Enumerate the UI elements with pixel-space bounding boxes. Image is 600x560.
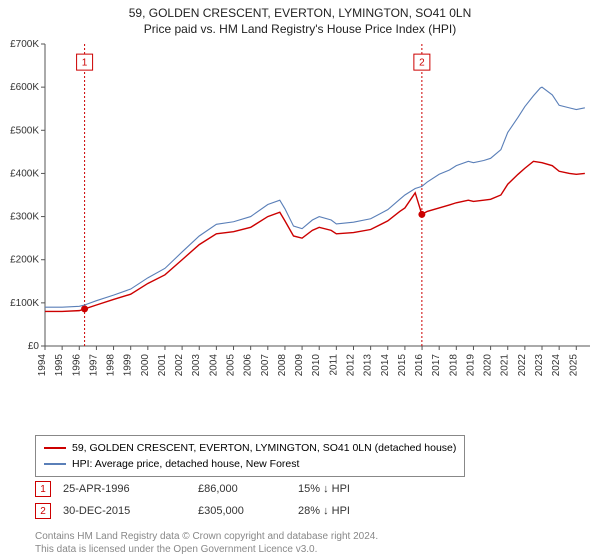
transaction-date: 25-APR-1996 (63, 483, 198, 495)
svg-text:2018: 2018 (448, 354, 459, 377)
svg-text:1995: 1995 (54, 354, 65, 377)
svg-text:2000: 2000 (140, 354, 151, 377)
svg-text:2013: 2013 (363, 354, 374, 377)
transaction-dot (418, 211, 425, 218)
svg-text:2020: 2020 (483, 354, 494, 377)
line-chart-svg: £0 £100K £200K £300K £400K £500K £600K £700K 199… (0, 36, 600, 401)
transaction-row: 2 30-DEC-2015£305,00028% ↓ HPI (35, 500, 418, 522)
svg-text:2008: 2008 (277, 354, 288, 377)
legend-box: 59, GOLDEN CRESCENT, EVERTON, LYMINGTON,… (35, 435, 465, 477)
svg-text:2006: 2006 (243, 354, 254, 377)
legend-row: HPI: Average price, detached house, New … (44, 456, 456, 472)
svg-text:£400K: £400K (10, 168, 39, 179)
transaction-price: £86,000 (198, 483, 298, 495)
transaction-delta: 28% ↓ HPI (298, 505, 418, 517)
svg-text:2016: 2016 (414, 354, 425, 377)
legend-row: 59, GOLDEN CRESCENT, EVERTON, LYMINGTON,… (44, 440, 456, 456)
legend-label: 59, GOLDEN CRESCENT, EVERTON, LYMINGTON,… (72, 442, 456, 454)
svg-text:2021: 2021 (500, 354, 511, 377)
svg-text:2002: 2002 (174, 354, 185, 377)
svg-text:2009: 2009 (294, 354, 305, 377)
svg-text:£0: £0 (28, 341, 40, 352)
transactions-table: 1 25-APR-1996£86,00015% ↓ HPI 2 30-DEC-2015… (35, 478, 418, 522)
svg-text:£200K: £200K (10, 255, 39, 266)
transaction-date: 30-DEC-2015 (63, 505, 198, 517)
svg-text:2024: 2024 (551, 354, 562, 377)
svg-text:1998: 1998 (106, 354, 117, 377)
svg-text:2017: 2017 (431, 354, 442, 377)
svg-text:2025: 2025 (568, 354, 579, 377)
legend-swatch (44, 463, 66, 465)
svg-text:1999: 1999 (123, 354, 134, 377)
svg-text:2003: 2003 (191, 354, 202, 377)
transaction-marker: 2 (35, 503, 51, 519)
svg-text:£100K: £100K (10, 298, 39, 309)
svg-text:£700K: £700K (10, 39, 39, 50)
legend-swatch (44, 447, 66, 449)
transaction-price: £305,000 (198, 505, 298, 517)
footnote-line2: This data is licensed under the Open Gov… (35, 543, 378, 556)
chart-area: £0 £100K £200K £300K £400K £500K £600K £700K 199… (0, 36, 600, 401)
series-price_paid (45, 161, 585, 311)
svg-text:2: 2 (419, 58, 425, 69)
svg-text:£500K: £500K (10, 125, 39, 136)
svg-text:1997: 1997 (88, 354, 99, 377)
transaction-dot (81, 305, 88, 312)
footnote-line1: Contains HM Land Registry data © Crown c… (35, 530, 378, 543)
svg-text:£300K: £300K (10, 212, 39, 223)
chart-title-line1: 59, GOLDEN CRESCENT, EVERTON, LYMINGTON,… (0, 6, 600, 20)
svg-text:2022: 2022 (517, 354, 528, 377)
svg-text:2005: 2005 (226, 354, 237, 377)
svg-text:2014: 2014 (380, 354, 391, 377)
svg-text:2015: 2015 (397, 354, 408, 377)
svg-text:2001: 2001 (157, 354, 168, 377)
svg-text:2023: 2023 (534, 354, 545, 377)
series-hpi (45, 87, 585, 307)
transaction-marker: 1 (35, 481, 51, 497)
svg-text:£600K: £600K (10, 82, 39, 93)
svg-text:2012: 2012 (345, 354, 356, 377)
legend-label: HPI: Average price, detached house, New … (72, 458, 299, 470)
footnote: Contains HM Land Registry data © Crown c… (35, 530, 378, 556)
transaction-delta: 15% ↓ HPI (298, 483, 418, 495)
svg-text:2007: 2007 (260, 354, 271, 377)
svg-text:1: 1 (82, 58, 88, 69)
svg-text:1994: 1994 (37, 354, 48, 377)
svg-text:2004: 2004 (208, 354, 219, 377)
chart-title-line2: Price paid vs. HM Land Registry's House … (0, 22, 600, 36)
svg-text:2019: 2019 (465, 354, 476, 377)
svg-text:1996: 1996 (71, 354, 82, 377)
svg-text:2011: 2011 (328, 354, 339, 376)
svg-text:2010: 2010 (311, 354, 322, 377)
transaction-row: 1 25-APR-1996£86,00015% ↓ HPI (35, 478, 418, 500)
